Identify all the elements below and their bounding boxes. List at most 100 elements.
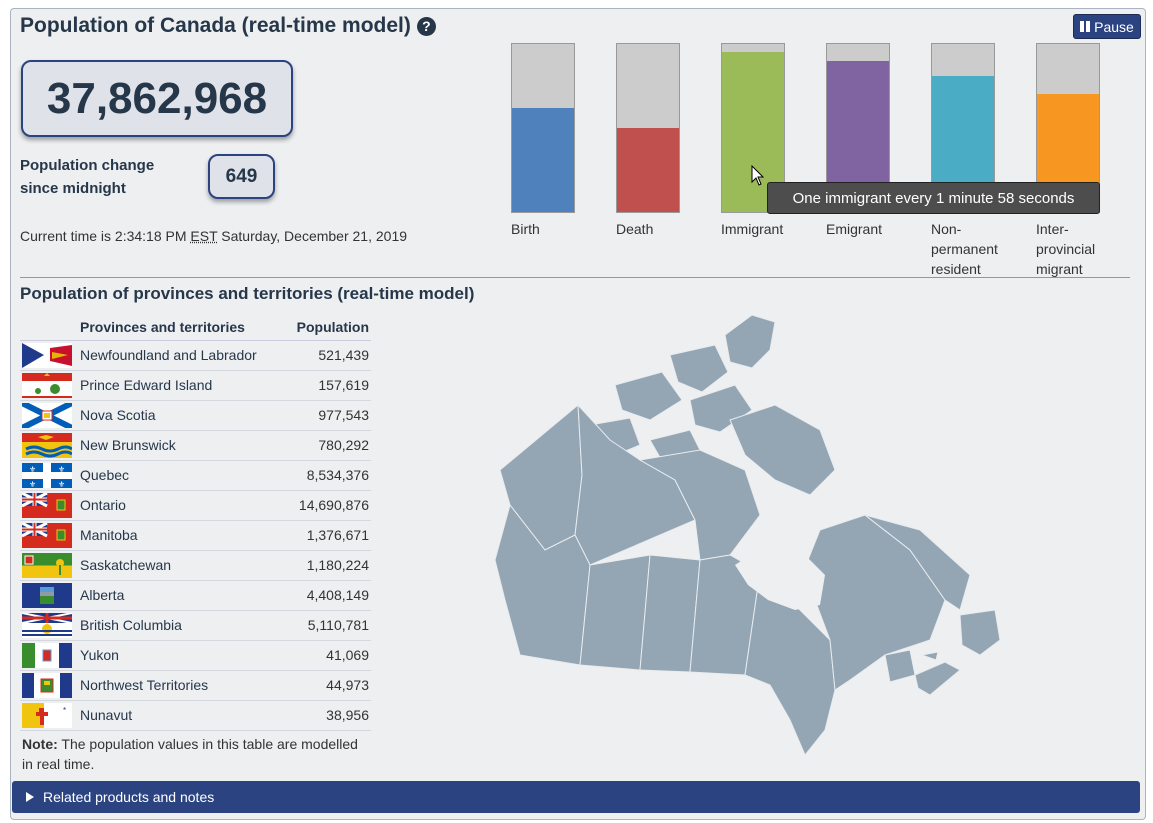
table-row: Yukon 41,069 xyxy=(20,640,371,671)
map-baffin-island[interactable] xyxy=(729,404,836,496)
table-row: Northwest Territories 44,973 xyxy=(20,670,371,701)
flag-cell: * xyxy=(20,700,80,731)
map-arctic-island[interactable] xyxy=(614,371,683,421)
province-name-cell: Quebec xyxy=(80,460,285,491)
component-tooltip: One immigrant every 1 minute 58 seconds xyxy=(767,182,1100,214)
svg-text:*: * xyxy=(63,706,66,715)
flag-cell xyxy=(20,670,80,701)
province-population-cell: 41,069 xyxy=(284,640,371,671)
component-bar-label: Inter-provincial migrant xyxy=(1036,221,1096,277)
nt-flag-icon xyxy=(22,672,72,698)
map-newfoundland[interactable] xyxy=(959,609,1001,656)
component-bar-track[interactable] xyxy=(616,43,680,213)
related-products-toggle[interactable]: Related products and notes xyxy=(12,781,1140,813)
map-arctic-island[interactable] xyxy=(669,344,729,393)
population-column-header: Population xyxy=(284,315,371,341)
yt-flag-icon xyxy=(22,642,72,668)
component-bar-1[interactable]: Death xyxy=(616,43,680,239)
provinces-table-body: Newfoundland and Labrador 521,439 Prince E… xyxy=(20,340,371,731)
table-row: New Brunswick 780,292 xyxy=(20,430,371,461)
map-new-brunswick[interactable] xyxy=(884,649,916,683)
province-population-cell: 521,439 xyxy=(284,340,371,371)
table-row: Prince Edward Island 157,619 xyxy=(20,370,371,401)
pe-flag-icon xyxy=(22,372,72,398)
province-name-cell: Saskatchewan xyxy=(80,550,285,581)
question-circle-icon[interactable]: ? xyxy=(416,16,436,36)
component-bar-4[interactable]: Non-permanent resident xyxy=(931,43,998,279)
province-name-cell: Ontario xyxy=(80,490,285,521)
nl-flag-icon xyxy=(22,342,72,368)
note-label: Note: xyxy=(22,736,58,752)
flag-cell: ⚜ ⚜ ⚜ ⚜ xyxy=(20,460,80,491)
province-name-cell: Newfoundland and Labrador xyxy=(80,340,285,371)
nb-flag-icon xyxy=(22,432,72,458)
current-time-prefix: Current time is 2:34:18 PM xyxy=(20,228,187,244)
map-nova-scotia[interactable] xyxy=(914,661,961,696)
ns-flag-icon xyxy=(22,402,72,428)
on-flag-icon xyxy=(22,492,72,518)
province-population-cell: 5,110,781 xyxy=(284,610,371,641)
flag-cell xyxy=(20,520,80,551)
province-population-cell: 38,956 xyxy=(284,700,371,731)
bc-flag-icon xyxy=(22,612,72,638)
province-name-cell: Yukon xyxy=(80,640,285,671)
canada-map[interactable] xyxy=(490,310,1050,770)
note-text: The population values in this table are … xyxy=(22,736,358,772)
pause-button[interactable]: Pause xyxy=(1073,14,1141,39)
table-note: Note: The population values in this tabl… xyxy=(22,734,367,774)
section-divider xyxy=(20,277,1130,278)
province-population-cell: 4,408,149 xyxy=(284,580,371,611)
table-row: Ontario 14,690,876 xyxy=(20,490,371,521)
component-bar-0[interactable]: Birth xyxy=(511,43,575,239)
map-alberta[interactable] xyxy=(579,554,651,671)
flag-cell xyxy=(20,490,80,521)
time-zone-abbr[interactable]: EST xyxy=(190,228,218,244)
related-products-label: Related products and notes xyxy=(43,789,215,805)
province-population-cell: 157,619 xyxy=(284,370,371,401)
map-hudson-bay xyxy=(735,545,825,610)
provinces-table: Provinces and territories Population New… xyxy=(20,315,371,731)
component-bar-label: Emigrant xyxy=(826,221,883,237)
map-saskatchewan[interactable] xyxy=(639,554,701,673)
flag-cell xyxy=(20,640,80,671)
map-labrador[interactable] xyxy=(864,514,971,611)
component-bar-track[interactable] xyxy=(511,43,575,213)
flag-cell xyxy=(20,400,80,431)
province-name-cell: Nova Scotia xyxy=(80,400,285,431)
table-row: Saskatchewan 1,180,224 xyxy=(20,550,371,581)
map-prince-edward-island[interactable] xyxy=(920,651,939,661)
province-name-cell: Alberta xyxy=(80,580,285,611)
flag-cell xyxy=(20,580,80,611)
map-arctic-island[interactable] xyxy=(724,314,776,369)
current-time-date: Saturday, December 21, 2019 xyxy=(221,228,408,244)
component-bar-label: Immigrant xyxy=(721,221,784,237)
table-row: British Columbia 5,110,781 xyxy=(20,610,371,641)
flag-cell xyxy=(20,430,80,461)
province-population-cell: 1,376,671 xyxy=(284,520,371,551)
flag-cell xyxy=(20,610,80,641)
pause-label: Pause xyxy=(1094,18,1134,35)
province-column-header: Provinces and territories xyxy=(80,315,285,341)
table-row: Newfoundland and Labrador 521,439 xyxy=(20,340,371,371)
qc-flag-icon: ⚜ ⚜ ⚜ ⚜ xyxy=(22,462,72,488)
province-population-cell: 977,543 xyxy=(284,400,371,431)
triangle-right-icon xyxy=(26,792,34,802)
flag-column-header xyxy=(20,315,80,341)
province-population-cell: 8,534,376 xyxy=(284,460,371,491)
component-bar-label: Death xyxy=(616,221,654,237)
province-population-cell: 44,973 xyxy=(284,670,371,701)
svg-text:⚜: ⚜ xyxy=(29,465,36,474)
mouse-cursor-icon xyxy=(751,165,765,186)
mb-flag-icon xyxy=(22,522,72,548)
population-change-value: 649 xyxy=(208,154,275,199)
province-name-cell: Manitoba xyxy=(80,520,285,551)
province-name-cell: Prince Edward Island xyxy=(80,370,285,401)
sk-flag-icon xyxy=(22,552,72,578)
map-ontario[interactable] xyxy=(744,570,836,756)
table-row: ⚜ ⚜ ⚜ ⚜ Quebec 8,534,376 xyxy=(20,460,371,491)
svg-text:⚜: ⚜ xyxy=(29,480,36,488)
pause-icon xyxy=(1080,21,1091,32)
component-bar-fill xyxy=(512,107,574,212)
province-population-cell: 1,180,224 xyxy=(284,550,371,581)
component-bar-5[interactable]: Inter-provincial migrant xyxy=(1036,43,1100,279)
